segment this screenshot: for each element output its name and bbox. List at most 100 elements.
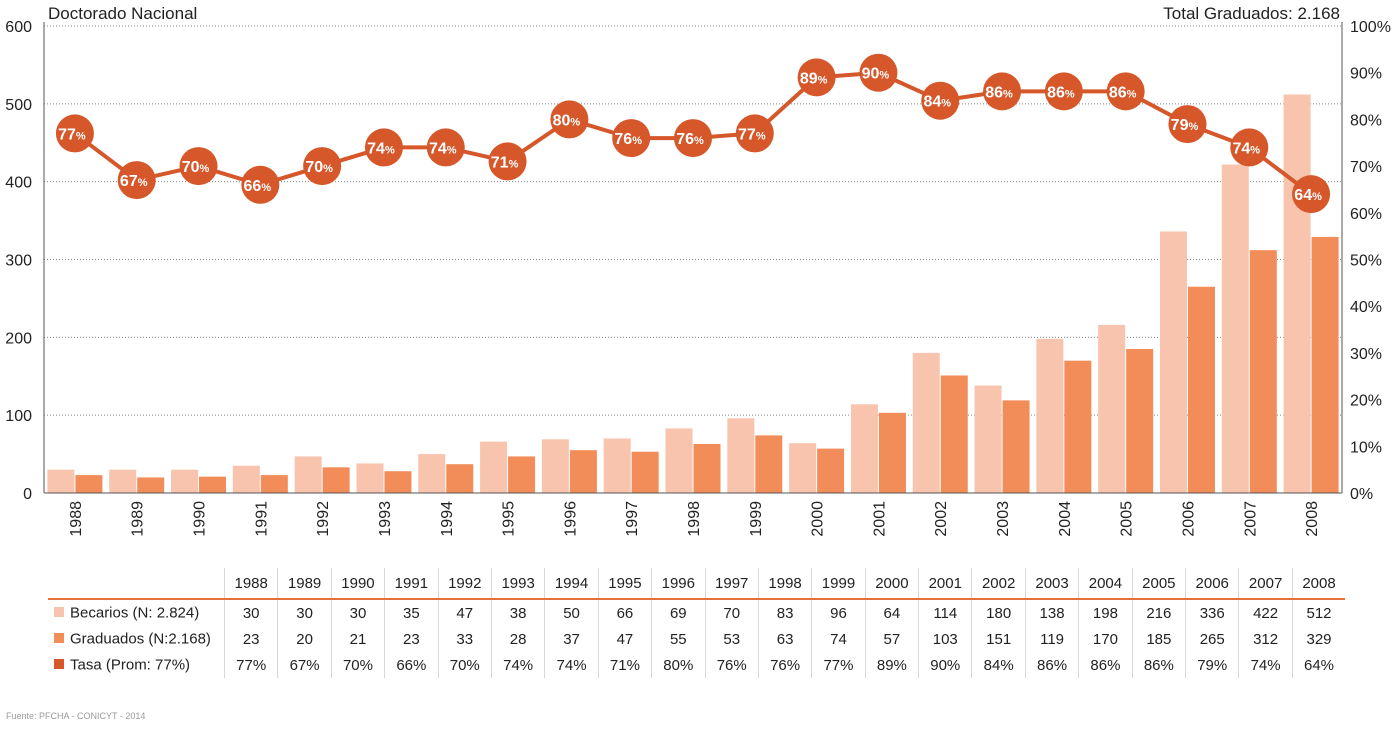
tasa-point-1988 [55, 114, 94, 153]
table-cell: 35 [384, 599, 439, 626]
table-year-header: 2008 [1291, 568, 1346, 600]
x-tick-label: 1992 [315, 501, 332, 537]
x-tick-label: 1990 [192, 501, 209, 537]
x-tick-label: 1997 [624, 501, 641, 537]
tasa-point-2000 [797, 58, 836, 97]
bar-graduados-2006 [1187, 286, 1215, 493]
table-cell: 170 [1078, 626, 1133, 652]
y-tick-left: 0 [23, 486, 32, 503]
table-cell: 83 [757, 599, 812, 626]
y-tick-right: 30% [1350, 346, 1382, 363]
bar-becarios-1995 [480, 441, 508, 493]
tasa-data-label: 70% [305, 159, 333, 176]
tasa-data-label: 71% [491, 154, 519, 171]
tasa-point-2003 [983, 72, 1022, 111]
table-year-header: 2004 [1078, 568, 1133, 600]
bar-becarios-1997 [603, 438, 631, 493]
table-year-header: 1990 [330, 568, 385, 600]
bar-graduados-1998 [693, 443, 721, 493]
table-year-header: 2003 [1024, 568, 1079, 600]
x-tick-label: 1999 [748, 501, 765, 537]
tasa-data-label: 79% [1171, 117, 1199, 134]
table-cell: 70% [330, 652, 385, 678]
bar-graduados-1999 [755, 435, 783, 493]
table-year-header: 1988 [223, 568, 278, 600]
bar-becarios-1992 [294, 456, 322, 493]
y-tick-right: 90% [1350, 66, 1382, 83]
table-cell: 138 [1024, 599, 1079, 626]
table-year-header: 1989 [277, 568, 332, 600]
tasa-point-1990 [179, 147, 218, 186]
table-cell: 77% [811, 652, 866, 678]
data-table: 1988 1989 1990 1991 1992 1993 1994 1995 1996 1997… [48, 568, 1346, 678]
table-year-header: 2006 [1185, 568, 1239, 600]
legend-swatch [54, 607, 64, 618]
x-tick-label: 2004 [1057, 501, 1074, 537]
tasa-data-label: 77% [738, 126, 766, 143]
tasa-data-label: 77% [58, 126, 86, 143]
bar-graduados-2002 [940, 375, 968, 493]
bar-becarios-2001 [850, 404, 878, 493]
bar-becarios-1988 [47, 469, 75, 493]
bar-graduados-1989 [137, 477, 165, 493]
table-cell: 96 [811, 599, 866, 626]
table-cell: 89% [864, 652, 919, 678]
table-cell: 86% [1131, 652, 1186, 678]
table-cell: 20 [277, 626, 332, 652]
table-cell: 76% [704, 652, 759, 678]
table-cell: 512 [1291, 599, 1346, 626]
table-cell: 312 [1238, 626, 1293, 652]
table-cell: 198 [1078, 599, 1133, 626]
tasa-data-label: 76% [676, 131, 704, 148]
y-tick-right: 40% [1350, 299, 1382, 316]
table-cell: 55 [651, 626, 706, 652]
tasa-point-2008 [1292, 175, 1331, 214]
tasa-point-1995 [488, 142, 527, 181]
y-tick-right: 0% [1350, 486, 1373, 503]
tasa-data-label: 67% [120, 173, 148, 190]
x-tick-label: 1995 [501, 501, 518, 537]
table-cell: 30 [223, 599, 278, 626]
table-row-label: Becarios (N: 2.824) [48, 599, 225, 626]
tasa-data-label: 74% [367, 140, 395, 157]
table-cell: 33 [437, 626, 492, 652]
bar-becarios-2005 [1098, 324, 1126, 493]
tasa-data-label: 70% [182, 159, 210, 176]
table-year-header: 1992 [437, 568, 492, 600]
tasa-data-label: 84% [923, 94, 951, 111]
table-year-header: 2001 [918, 568, 972, 600]
table-cell: 86% [1024, 652, 1079, 678]
table-cell: 74 [811, 626, 866, 652]
bar-graduados-1993 [384, 471, 412, 493]
table-cell: 74% [1238, 652, 1293, 678]
x-tick-label: 2006 [1180, 501, 1197, 537]
table-cell: 70 [704, 599, 759, 626]
bar-becarios-2007 [1221, 164, 1249, 493]
chart-title: Doctorado Nacional [48, 4, 198, 23]
y-tick-left: 500 [5, 97, 32, 114]
y-tick-right: 80% [1350, 112, 1382, 129]
bar-becarios-1994 [418, 454, 446, 493]
tasa-point-1999 [735, 114, 774, 153]
tasa-point-2004 [1044, 72, 1083, 111]
bar-becarios-1991 [232, 465, 260, 493]
bar-graduados-1994 [446, 464, 474, 493]
table-cell: 336 [1185, 599, 1239, 626]
table-row-label: Graduados (N:2.168) [48, 626, 225, 652]
table-cell: 422 [1238, 599, 1293, 626]
bar-becarios-2003 [974, 385, 1002, 493]
table-year-header: 1998 [757, 568, 812, 600]
table-cell: 86% [1078, 652, 1133, 678]
table-cell: 28 [490, 626, 545, 652]
bar-graduados-1988 [75, 475, 103, 493]
table-cell: 84% [971, 652, 1026, 678]
bar-graduados-2003 [1002, 400, 1030, 493]
bar-becarios-2000 [789, 443, 817, 493]
bar-becarios-1993 [356, 463, 384, 493]
tasa-point-1993 [364, 128, 403, 167]
table-row: Tasa (Prom: 77%) 77% 67% 70% 66% 70% 74% 74% 71%… [48, 652, 1346, 678]
table-cell: 50 [544, 599, 599, 626]
table-row-label: Tasa (Prom: 77%) [48, 652, 225, 678]
tasa-data-label: 86% [985, 84, 1013, 101]
table-cell: 30 [277, 599, 332, 626]
